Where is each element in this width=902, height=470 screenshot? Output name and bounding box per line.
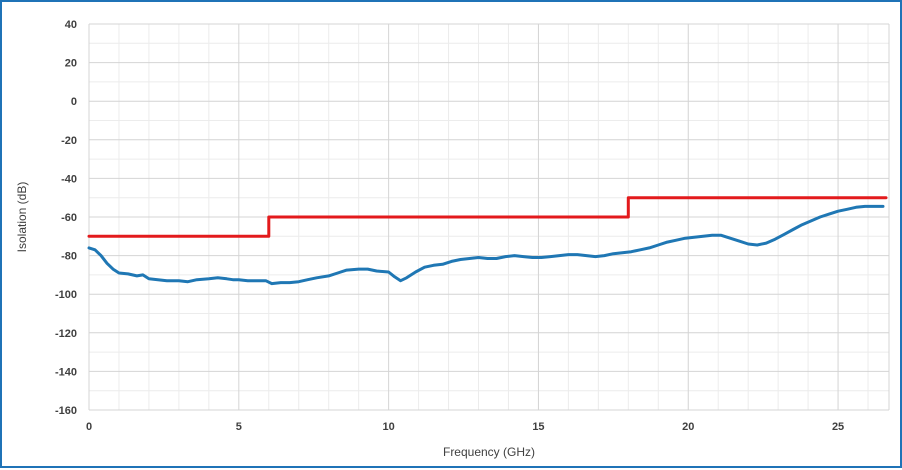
isolation-series-line	[87, 204, 885, 286]
x-tick-label: 0	[86, 421, 92, 433]
y-tick-label: -120	[55, 328, 77, 340]
y-tick-label: -160	[55, 405, 77, 417]
y-tick-label: 0	[71, 96, 77, 108]
x-tick-label: 5	[236, 421, 242, 433]
y-tick-label: -80	[61, 251, 77, 263]
x-tick-label: 15	[532, 421, 544, 433]
y-axis-title: Isolation (dB)	[15, 182, 29, 253]
y-tick-label: 20	[65, 58, 77, 70]
y-tick-label: 40	[65, 19, 77, 31]
series-lines	[87, 196, 888, 286]
x-axis-title: Frequency (GHz)	[443, 445, 535, 459]
y-tick-label: -40	[61, 173, 77, 185]
y-tick-label: -20	[61, 135, 77, 147]
y-tick-label: -60	[61, 212, 77, 224]
limit-series-line	[87, 196, 888, 238]
x-tick-label: 20	[682, 421, 694, 433]
x-tick-label: 25	[832, 421, 844, 433]
tick-labels: 0 5 10 15 20 25 40 20 0 -20 -40 -60 -80 -100 -120 -140 -…	[55, 19, 844, 433]
y-tick-label: -100	[55, 289, 77, 301]
x-tick-label: 10	[383, 421, 395, 433]
y-tick-label: -140	[55, 366, 77, 378]
